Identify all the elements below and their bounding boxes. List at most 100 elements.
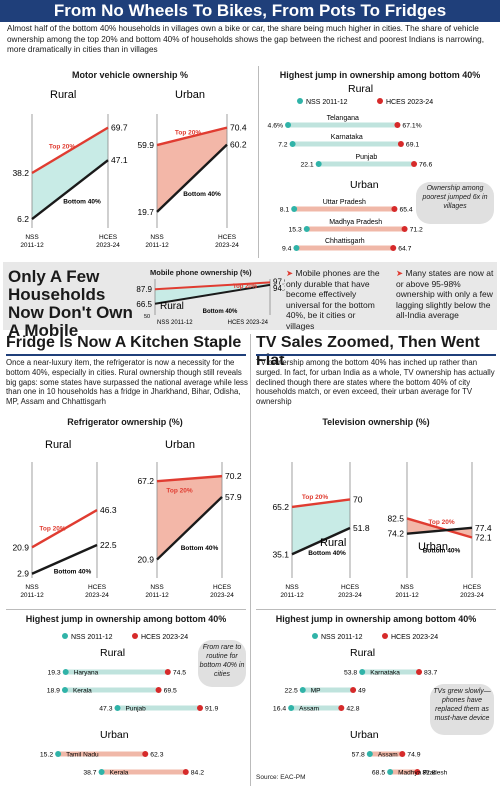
hces-value: 74.9: [407, 752, 420, 759]
nss-legend-label: NSS 2011-12: [306, 99, 348, 106]
x-tick-label: 2011-12: [145, 242, 169, 249]
x-tick-label: HCES: [213, 584, 232, 591]
range-bar: [318, 161, 415, 167]
motor-vehicle-charts: 38.2 69.7 6.2 47.1 Top 20% Bottom 40% Rural NSS…: [12, 89, 246, 249]
x-tick-label: NSS: [285, 584, 299, 591]
mobile-panel: [3, 262, 497, 330]
hces-dot: [350, 687, 357, 693]
nss-value: 9.4: [282, 246, 292, 253]
hces-value: 84.2: [191, 770, 204, 777]
x-tick-label: 2023-24: [338, 592, 362, 599]
value-label: 47.1: [111, 155, 128, 165]
hces-dot: [401, 226, 408, 232]
hces-dot: [397, 141, 404, 147]
bottom40-line: [406, 526, 473, 535]
range-bar: [302, 687, 354, 693]
x-tick-label: NSS: [25, 234, 39, 241]
hces-value: 62.3: [150, 752, 163, 759]
top20-line: [156, 474, 223, 483]
motor-note-bubble: Ownership among poorest jumped 6x in vil…: [416, 182, 494, 224]
hces-value: 49: [358, 688, 366, 695]
bottom40-label: Bottom 40%: [423, 548, 461, 555]
motor-chart-title: Motor vehicle ownership %: [71, 70, 189, 80]
value-label: 59.9: [137, 140, 154, 150]
value-label: 2.9: [17, 569, 29, 579]
nss-dot: [303, 226, 310, 232]
bottom40-line: [31, 543, 98, 575]
x-tick-label: HCES: [218, 234, 237, 241]
bottom40-label: Bottom 40%: [183, 191, 221, 198]
top20-line: [156, 126, 228, 147]
panel-title: Rural: [320, 537, 346, 549]
mobile-headline-line: Only A Few: [8, 267, 100, 286]
state-label: Assam: [299, 706, 319, 713]
hces-value: 69.1: [406, 142, 419, 149]
fridge-note-bubble: From rare to routine for bottom 40% in c…: [198, 640, 246, 687]
nss-value: 4.6%: [268, 123, 284, 130]
hces-legend-label: HCES 2023-24: [386, 99, 433, 106]
bottom40-label: Bottom 40%: [203, 309, 238, 315]
divider: [250, 334, 251, 786]
nss-value: 15.3: [289, 227, 302, 234]
mobile-headline-line: Now Don't Own: [8, 303, 133, 322]
state-label: Punjab: [355, 154, 377, 161]
nss-legend-dot: [312, 633, 318, 639]
hces-value: 91.9: [205, 706, 218, 713]
value-label: 66.5: [136, 300, 152, 309]
fridge-jump-title: Highest jump in ownership among bottom 4…: [25, 614, 227, 624]
value-label: 6.2: [17, 214, 29, 224]
fridge-charts: 20.9 46.3 2.9 22.5 Top 20% Bottom 40% Rural NSS…: [12, 439, 241, 599]
value-label: 70: [353, 494, 363, 504]
x-tick-label: 2011-12: [20, 242, 44, 249]
value-label: 77.4: [475, 523, 492, 533]
nss-value: 22.1: [300, 162, 313, 169]
nss-value: 57.8: [352, 752, 365, 759]
hces-legend-label: HCES 2023-24: [391, 634, 438, 641]
group-title: Rural: [348, 83, 373, 95]
nss-dot: [98, 769, 105, 775]
nss-value: 68.5: [372, 770, 385, 777]
state-label: MP: [311, 688, 321, 695]
nss-dot: [387, 769, 394, 775]
bottom40-line: [156, 143, 228, 213]
nss-value: 7.2: [278, 142, 288, 149]
top20-line: [31, 126, 109, 175]
panel-title: Urban: [175, 89, 205, 101]
bottom40-label: Bottom 40%: [181, 545, 219, 552]
hces-dot: [411, 161, 418, 167]
top20-label: Top 20%: [233, 284, 258, 290]
x-tick-label: HCES: [463, 584, 482, 591]
range-bar: [296, 245, 394, 251]
value-label: 87.9: [136, 285, 152, 294]
x-tick-label: 2011-12: [20, 592, 44, 599]
range-bar: [101, 769, 186, 775]
mobile-chart-title: Mobile phone ownership (%): [150, 268, 252, 277]
hces-value: 71.2: [410, 227, 423, 234]
panel-title: Rural: [45, 439, 71, 451]
hces-dot: [399, 751, 406, 757]
tv-jump-title: Highest jump in ownership among bottom 4…: [275, 614, 477, 624]
gap-area: [292, 499, 350, 555]
tv-note-bubble: TVs grew slowly—phones have replaced the…: [430, 684, 494, 735]
top20-label: Top 20%: [49, 143, 75, 150]
mobile-note-2-text: Many states are now at or above 95-98% o…: [396, 268, 494, 320]
tv-text: TV ownership among the bottom 40% has in…: [256, 358, 495, 407]
hces-legend-dot: [382, 633, 388, 639]
state-label: Chhattisgarh: [325, 238, 365, 245]
state-label: Kerala: [110, 770, 129, 777]
nss-legend-dot: [62, 633, 68, 639]
panel-title: Rural: [160, 301, 184, 312]
x-tick-label: HCES: [88, 584, 107, 591]
nss-value: 16.4: [273, 706, 286, 713]
mobile-note-2: ➤ Many states are now at or above 95-98%…: [396, 268, 496, 321]
state-label: Assam: [378, 752, 398, 759]
nss-legend-label: NSS 2011-12: [71, 634, 113, 641]
fridge-chart-title: Refrigerator ownership (%): [67, 417, 183, 427]
hces-value: 69.5: [164, 688, 177, 695]
arrow-icon: ➤: [396, 268, 406, 278]
group-title: Urban: [350, 729, 379, 741]
mobile-headline-line: Households: [8, 285, 106, 304]
top20-line: [31, 509, 98, 549]
hces-legend-dot: [132, 633, 138, 639]
